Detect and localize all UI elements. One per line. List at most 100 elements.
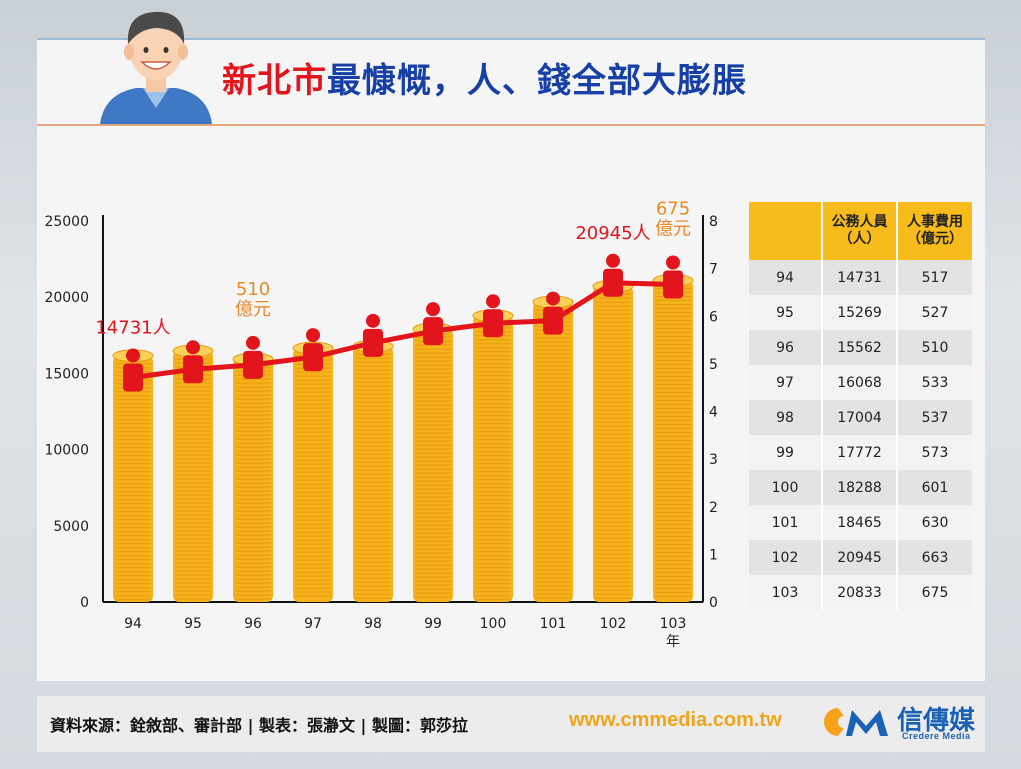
person-head: [486, 294, 500, 309]
brand-subtitle: Credere Media: [902, 731, 971, 741]
website-link[interactable]: www.cmmedia.com.tw: [569, 709, 782, 731]
table-cell: 101: [749, 505, 823, 540]
data-annotation: 675 億元: [655, 199, 691, 240]
x-tick-label: 101: [540, 616, 567, 632]
right-tick-label: 400: [709, 405, 717, 421]
person-head: [606, 253, 620, 268]
table-cell: 97: [749, 365, 823, 400]
person-marker: [303, 343, 323, 372]
title-highlight: 新北市: [222, 61, 327, 101]
source-credit: 資料來源：銓敘部、審計部 | 製表：張瀞文 | 製圖：郭莎拉: [50, 716, 468, 735]
page-title: 新北市最慷慨，人、錢全部大膨脹: [222, 56, 747, 106]
table-cell: 533: [897, 365, 972, 400]
x-tick-label: 102: [600, 616, 627, 632]
chart: 25000 20000 15000 10000 5000 0 800 700 600 500 400…: [44, 199, 717, 650]
table-cell: 17004: [822, 400, 898, 435]
table-cell: 94: [749, 260, 823, 295]
table-row: 98 17004 537: [749, 400, 972, 435]
coin-stack-lines: [355, 353, 391, 599]
person-marker: [423, 317, 443, 346]
table-cell: 20945: [822, 540, 898, 575]
table-header-cell: 公務人員 （人）: [822, 202, 898, 260]
table-cell: 99: [749, 435, 823, 470]
table-cell: 630: [897, 505, 972, 540]
table-row: 99 17772 573: [749, 435, 972, 470]
table-cell: 18465: [822, 505, 898, 540]
x-tick-label: 103: [660, 616, 687, 632]
left-tick-label: 10000: [44, 443, 89, 459]
left-tick-label: 5000: [53, 519, 89, 535]
x-tick-label: 98: [364, 616, 382, 632]
data-annotation: 510 億元: [235, 279, 271, 320]
right-tick-label: 600: [709, 309, 717, 325]
person-head: [546, 291, 560, 306]
table-cell: 675: [897, 575, 972, 610]
person-head: [246, 335, 260, 350]
table-header-cell: 人事費用 （億元）: [897, 202, 972, 260]
table-header-cell: [749, 202, 823, 260]
coin-stack-bar: [293, 348, 333, 602]
table-cell: 15562: [822, 330, 898, 365]
staff-line: [132, 280, 674, 380]
person-head: [666, 255, 680, 270]
coin-stack-lines: [655, 288, 691, 598]
coin-stack-bar: [233, 359, 273, 602]
person-head: [366, 313, 380, 328]
table-cell: 510: [897, 330, 972, 365]
table-cell: 100: [749, 470, 823, 505]
title-top-rule: [37, 38, 985, 40]
coin-stack-lines: [175, 358, 211, 600]
right-tick-label: 0: [709, 595, 717, 611]
data-table: 公務人員 （人） 人事費用 （億元） 94 14731 517 95 15269 527 96 15…: [749, 202, 972, 610]
table-cell: 20833: [822, 575, 898, 610]
table-cell: 18288: [822, 470, 898, 505]
table-cell: 98: [749, 400, 823, 435]
person-head: [306, 328, 320, 343]
x-tick-label: 96: [244, 616, 262, 632]
table-cell: 601: [897, 470, 972, 505]
x-tick-label: 97: [304, 616, 322, 632]
coin-stack-bar: [113, 355, 153, 602]
person-marker: [543, 306, 563, 335]
person-marker: [363, 328, 383, 357]
data-annotation: 20945人: [575, 223, 650, 244]
right-tick-label: 100: [709, 547, 717, 563]
x-tick-label: 100: [480, 616, 507, 632]
table-cell: 103: [749, 575, 823, 610]
table-row: 101 18465 630: [749, 505, 972, 540]
data-annotation: 14731人: [95, 317, 170, 338]
person-marker: [183, 355, 203, 384]
left-tick-label: 0: [80, 595, 89, 611]
table-row: 97 16068 533: [749, 365, 972, 400]
title-rest: 最慷慨，人、錢全部大膨脹: [327, 61, 747, 101]
person-marker: [243, 350, 263, 379]
right-tick-label: 800: [709, 214, 717, 230]
table-cell: 96: [749, 330, 823, 365]
person-marker: [123, 363, 143, 392]
table-cell: 15269: [822, 295, 898, 330]
coin-stack-bar: [533, 301, 573, 602]
table-cell: 537: [897, 400, 972, 435]
coin-stack-lines: [595, 293, 631, 599]
x-tick-label: 99: [424, 616, 442, 632]
table-row: 100 18288 601: [749, 470, 972, 505]
person-head: [126, 348, 140, 363]
person-marker: [603, 268, 623, 297]
title-bottom-rule: [37, 124, 985, 126]
table-row: 95 15269 527: [749, 295, 972, 330]
person-head: [426, 302, 440, 317]
table-cell: 16068: [822, 365, 898, 400]
table-cell: 517: [897, 260, 972, 295]
right-tick-label: 500: [709, 357, 717, 373]
table-row: 102 20945 663: [749, 540, 972, 575]
table-cell: 527: [897, 295, 972, 330]
right-tick-label: 300: [709, 452, 717, 468]
coin-stack-bar: [593, 286, 633, 602]
table-cell: 17772: [822, 435, 898, 470]
left-tick-label: 25000: [44, 214, 89, 230]
table-row: 103 20833 675: [749, 575, 972, 610]
table-cell: 14731: [822, 260, 898, 295]
brand-name: 信傳媒: [897, 706, 976, 736]
table-row: 94 14731 517: [749, 260, 972, 295]
coin-stack-bar: [473, 315, 513, 602]
